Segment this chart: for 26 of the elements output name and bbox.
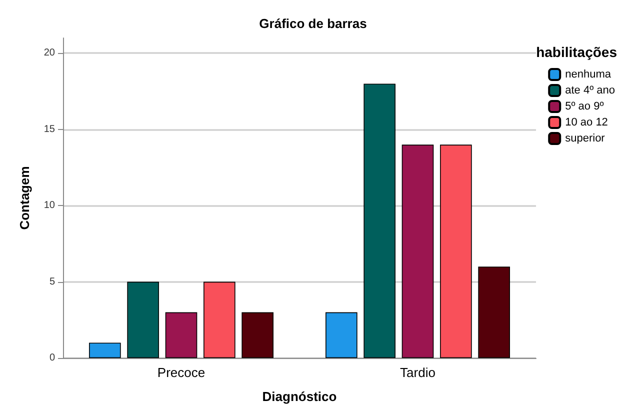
bar xyxy=(326,312,358,358)
y-tick-label: 0 xyxy=(49,352,56,364)
legend-label: superior xyxy=(565,132,606,144)
legend-label: 5º ao 9º xyxy=(565,100,604,112)
y-tick-label: 20 xyxy=(44,48,56,59)
legend-label: 10 ao 12 xyxy=(565,116,608,128)
bar xyxy=(127,282,159,358)
bar xyxy=(440,144,472,358)
y-tick-label: 10 xyxy=(44,200,56,212)
legend-label: nenhuma xyxy=(565,68,612,80)
x-tick-label: Tardio xyxy=(400,365,436,380)
x-axis-title: Diagnóstico xyxy=(262,389,337,404)
y-axis-title: Contagem xyxy=(17,166,32,230)
x-tick-label: Precoce xyxy=(157,365,206,380)
y-tick-label: 5 xyxy=(49,276,56,288)
chart-title: Gráfico de barras xyxy=(259,16,367,31)
bar xyxy=(204,282,236,358)
bar xyxy=(364,84,396,358)
bar xyxy=(165,312,198,358)
bar xyxy=(89,342,121,358)
legend-label: ate 4º ano xyxy=(565,84,616,96)
y-tick-label: 15 xyxy=(44,124,56,135)
bar xyxy=(478,266,510,358)
bar xyxy=(402,144,434,358)
legend-title: habilitações xyxy=(536,44,618,60)
bar xyxy=(242,312,274,358)
